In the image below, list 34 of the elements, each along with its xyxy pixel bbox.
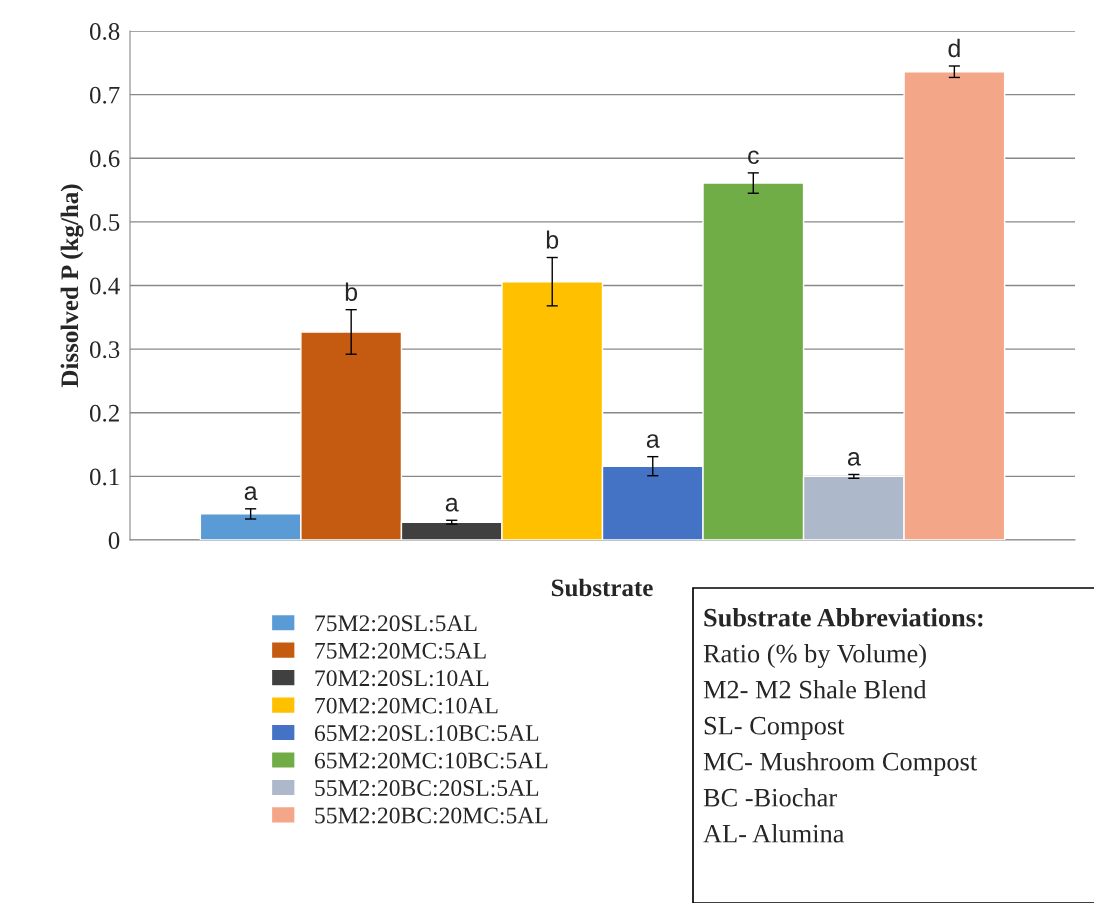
y-axis-title: Dissolved P (kg/ha) [60,184,84,388]
y-tick-label: 0.7 [89,86,120,104]
legend-label: 75M2:20SL:5AL [315,615,477,632]
data-label: d [948,38,960,58]
legend-label: 70M2:20SL:10AL [315,670,489,687]
legend-label: 55M2:20BC:20MC:5AL [315,807,548,824]
text: AL- Alumina [703,824,845,843]
legend-label: 70M2:20MC:10AL [315,697,498,714]
text: M2- M2 Shale Blend [703,680,927,699]
data-label: a [646,434,660,448]
y-tick-label: 0.8 [89,23,120,41]
y-tick-label: 0.5 [89,213,120,231]
data-label: a [244,486,258,501]
y-tick-label: 0 [108,532,120,549]
y-tick-label: 0.2 [89,404,119,422]
text: BC -Biochar [703,788,837,807]
y-tick-label: 0.3 [89,341,120,359]
y-tick-label: 0.6 [89,150,120,168]
text: SL- Compost [704,716,845,740]
x-axis-title: Substrate [551,578,653,597]
text: Ratio (% by Volume) [703,644,926,668]
text: MC- Mushroom Compost [703,752,978,776]
y-tick-label: 0.4 [89,277,120,295]
data-label: b [345,282,358,301]
data-label: a [445,497,459,512]
data-label: a [847,452,861,466]
legend-label: 65M2:20SL:10BC:5AL [314,725,539,742]
legend-label: 65M2:20MC:10BC:5AL [314,752,548,769]
legend-label: 55M2:20BC:20SL:5AL [315,780,539,797]
y-tick-label: 0.1 [89,468,119,486]
data-label: c [748,150,759,165]
data-label: b [546,230,559,249]
text: Substrate Abbreviations: [704,608,983,627]
legend-label: 75M2:20MC:5AL [315,642,486,659]
